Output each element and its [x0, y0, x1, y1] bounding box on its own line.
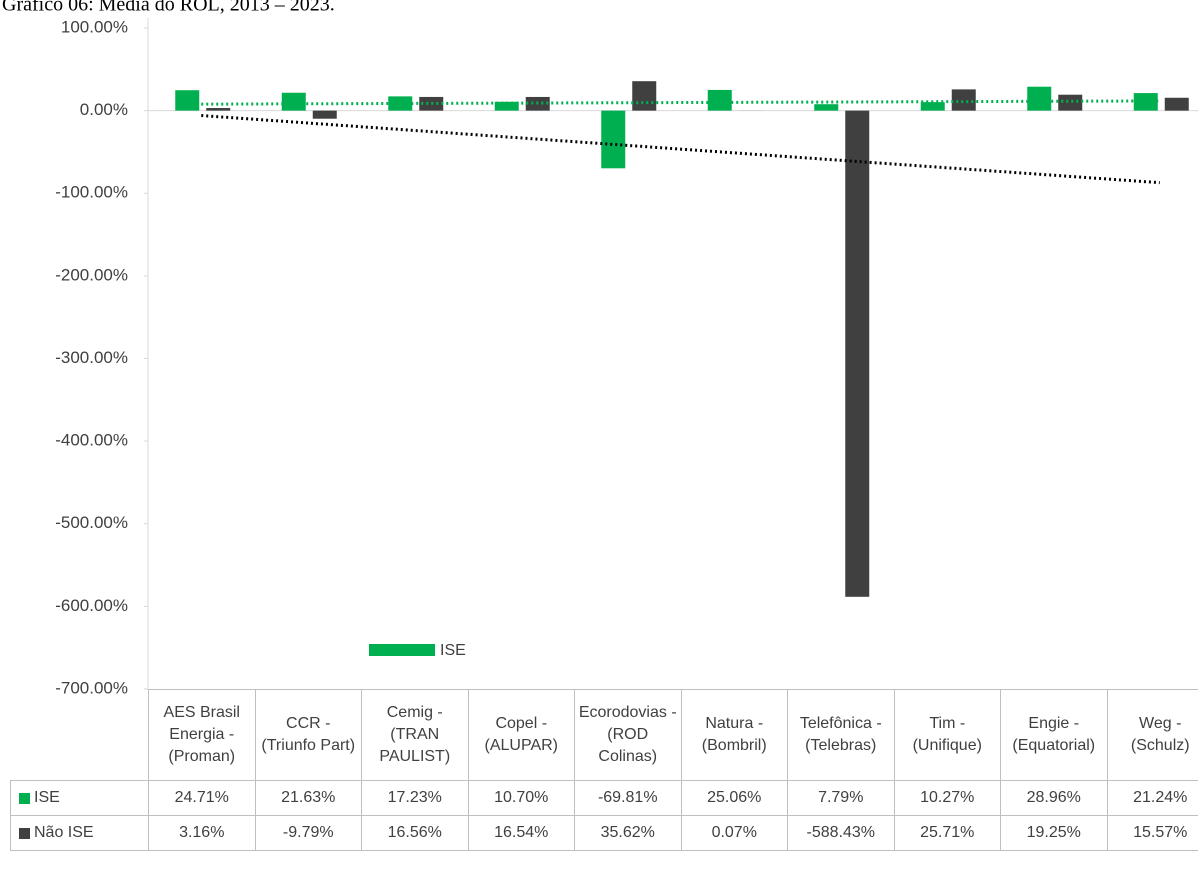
y-tick-label: 100.00%	[61, 17, 128, 36]
bar	[601, 110, 626, 169]
y-tick-label: -700.00%	[55, 678, 128, 697]
table-value: 35.62%	[574, 815, 682, 851]
bar	[951, 89, 976, 111]
bar	[175, 90, 200, 111]
table-value: 17.23%	[361, 780, 469, 816]
series-name: ISE	[34, 789, 60, 806]
bar	[632, 81, 657, 111]
y-tick-label: -300.00%	[55, 348, 128, 367]
bar	[1133, 93, 1158, 111]
y-tick-label: 0.00%	[80, 100, 128, 119]
bar	[419, 96, 444, 111]
bar	[814, 104, 839, 111]
bar	[1164, 97, 1189, 111]
table-value: 24.71%	[148, 780, 256, 816]
table-value: -69.81%	[574, 780, 682, 816]
table-value: 21.63%	[254, 780, 362, 816]
legend-swatch	[19, 827, 30, 839]
table-value: 25.71%	[893, 815, 1001, 851]
table-category: Cemig - (TRAN PAULIST)	[361, 689, 469, 781]
table-series-header: ISE	[10, 780, 149, 816]
table-value: 28.96%	[1000, 780, 1108, 816]
table-value: -9.79%	[254, 815, 362, 851]
table-value: 16.56%	[361, 815, 469, 851]
bar	[388, 96, 413, 111]
table-value: 10.70%	[467, 780, 575, 816]
table-series-header: Não ISE	[10, 815, 149, 851]
bar	[1058, 94, 1083, 111]
table-value: 3.16%	[148, 815, 256, 851]
table-value: 7.79%	[787, 780, 895, 816]
chart-title: Gráfico 06: Média do ROL, 2013 – 2023.	[2, 0, 335, 16]
legend-swatch	[19, 792, 30, 804]
y-tick-label: -100.00%	[55, 183, 128, 202]
bar	[494, 101, 519, 111]
table-category: Natura - (Bombril)	[680, 689, 788, 781]
table-value: 0.07%	[680, 815, 788, 851]
series-name: Não ISE	[34, 824, 94, 841]
bar	[281, 92, 306, 111]
table-value: 16.54%	[467, 815, 575, 851]
bar	[920, 102, 945, 111]
table-value: -588.43%	[787, 815, 895, 851]
table-category: Copel - (ALUPAR)	[467, 689, 575, 781]
y-tick-label: -200.00%	[55, 265, 128, 284]
y-tick-label: -400.00%	[55, 431, 128, 450]
table-category: Engie - (Equatorial)	[1000, 689, 1108, 781]
table-value: 15.57%	[1106, 815, 1198, 851]
bar	[707, 89, 732, 111]
table-value: 19.25%	[1000, 815, 1108, 851]
bar	[845, 110, 870, 597]
table-value: 21.24%	[1106, 780, 1198, 816]
legend-swatch	[369, 644, 435, 656]
table-category: AES Brasil Energia - (Proman)	[148, 689, 256, 781]
bar	[206, 108, 231, 111]
trend-line	[201, 114, 1160, 185]
trend-line	[201, 99, 1160, 106]
table-value: 10.27%	[893, 780, 1001, 816]
table-category: CCR - (Triunfo Part)	[254, 689, 362, 781]
bar	[312, 110, 337, 119]
y-tick-label: -600.00%	[55, 596, 128, 615]
table-category: Weg - (Schulz)	[1106, 689, 1198, 781]
legend-label: ISE	[440, 642, 466, 659]
table-category: Tim - (Unifique)	[893, 689, 1001, 781]
y-tick-label: -500.00%	[55, 513, 128, 532]
table-category: Ecorodovias - (ROD Colinas)	[574, 689, 682, 781]
table-value: 25.06%	[680, 780, 788, 816]
bar	[1027, 86, 1052, 111]
table-category: Telefônica - (Telebras)	[787, 689, 895, 781]
